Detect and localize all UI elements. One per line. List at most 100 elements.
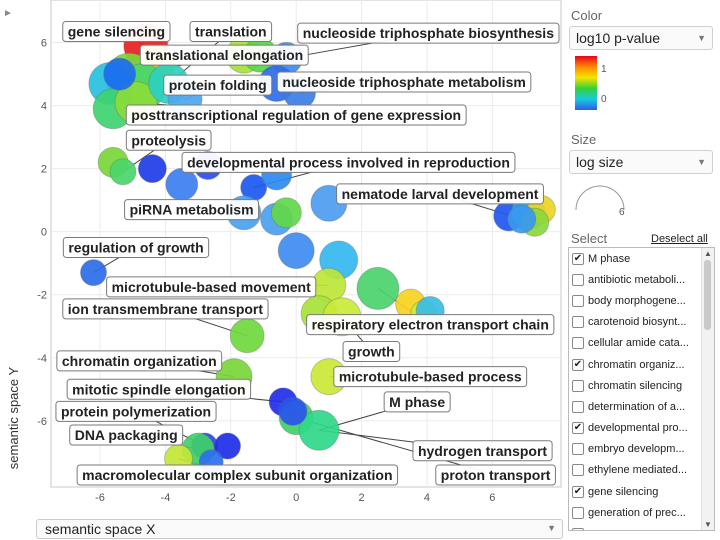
term-list-item[interactable]: ✔ developmental pro... xyxy=(569,418,714,439)
term-label-text: nematode larval development xyxy=(342,186,539,202)
term-list-item[interactable] xyxy=(569,523,714,530)
checkbox-checked[interactable]: ✔ xyxy=(572,358,584,371)
scatter-chart[interactable]: -6 -4 -2 0 2 4 6 6 4 2 0 -2 -4 -6 gene silencing trans… xyxy=(20,0,565,515)
checkbox-checked[interactable]: ✔ xyxy=(572,422,584,435)
term-label[interactable]: respiratory electron transport chain xyxy=(306,314,555,336)
collapse-arrow-icon[interactable]: ► xyxy=(3,8,13,19)
term-label-text: microtubule-based process xyxy=(339,369,522,385)
term-label[interactable]: protein polymerization xyxy=(55,400,217,422)
term-label[interactable]: hydrogen transport xyxy=(412,440,553,462)
term-label-text: translational elongation xyxy=(145,47,303,63)
size-select-value: log size xyxy=(576,154,624,170)
scroll-down-icon[interactable]: ▼ xyxy=(704,520,712,529)
color-select[interactable]: log10 p-value ▼ xyxy=(569,26,713,50)
term-label[interactable]: microtubule-based movement xyxy=(106,276,317,298)
term-label[interactable]: proteolysis xyxy=(125,129,212,151)
data-point[interactable] xyxy=(356,266,400,310)
term-label-text: macromolecular complex subunit organizat… xyxy=(82,467,392,483)
term-label[interactable]: regulation of growth xyxy=(62,236,210,258)
term-list-item[interactable]: carotenoid biosynt... xyxy=(569,312,714,333)
term-label[interactable]: DNA packaging xyxy=(69,424,184,446)
term-list-item[interactable]: determination of a... xyxy=(569,396,714,417)
term-label-text: proton transport xyxy=(441,467,551,483)
term-label-box xyxy=(189,21,273,43)
data-point[interactable] xyxy=(298,409,340,451)
size-select[interactable]: log size ▼ xyxy=(569,150,713,174)
checkbox[interactable] xyxy=(572,464,584,477)
term-label[interactable]: protein folding xyxy=(163,74,273,96)
data-point[interactable] xyxy=(270,197,302,229)
term-label[interactable]: gene silencing xyxy=(62,21,171,43)
list-scrollbar[interactable]: ▲ ▼ xyxy=(701,248,714,530)
term-label[interactable]: chromatin organization xyxy=(56,350,223,372)
term-label-text: DNA packaging xyxy=(75,427,178,443)
data-point[interactable] xyxy=(214,432,242,460)
term-label[interactable]: mitotic spindle elongation xyxy=(66,378,252,400)
term-label[interactable]: M phase xyxy=(383,391,451,413)
data-point[interactable] xyxy=(109,158,137,186)
checkbox[interactable] xyxy=(572,337,584,350)
term-select-list[interactable]: ✔ M phase antibiotic metaboli... body morph… xyxy=(568,247,715,531)
term-label[interactable]: developmental process involved in reprod… xyxy=(181,151,516,173)
term-list-item[interactable]: ✔ gene silencing xyxy=(569,481,714,502)
checkbox[interactable] xyxy=(572,294,584,307)
data-point[interactable] xyxy=(80,259,107,287)
checkbox-checked[interactable]: ✔ xyxy=(572,485,584,498)
checkbox[interactable] xyxy=(572,273,584,286)
checkbox[interactable] xyxy=(572,443,584,456)
term-list-item[interactable]: ✔ chromatin organiz... xyxy=(569,354,714,375)
collapse-strip[interactable]: ► xyxy=(0,0,18,540)
term-list-item[interactable]: ethylene mediated... xyxy=(569,460,714,481)
x-tick-label: -4 xyxy=(161,492,171,504)
term-label[interactable]: nucleoside triphosphate biosynthesis xyxy=(297,22,560,44)
term-labels: gene silencing translation nucleoside trip… xyxy=(55,21,560,486)
term-label[interactable]: ion transmembrane transport xyxy=(62,298,269,320)
term-list-item-label: M phase xyxy=(588,252,631,265)
scrollbar-thumb[interactable] xyxy=(704,260,711,330)
term-label[interactable]: nematode larval development xyxy=(336,183,544,205)
checkbox[interactable] xyxy=(572,528,584,530)
term-label-box xyxy=(306,314,555,336)
data-point[interactable] xyxy=(165,167,199,201)
term-list-item-label: developmental pro... xyxy=(588,422,688,435)
checkbox[interactable] xyxy=(572,379,584,392)
term-label[interactable]: translational elongation xyxy=(139,44,309,66)
term-label[interactable]: nucleoside triphosphate metabolism xyxy=(276,71,532,93)
term-label-box xyxy=(276,71,532,93)
x-axis-select[interactable]: semantic space X ▼ xyxy=(36,519,563,539)
term-list-item[interactable]: chromatin silencing xyxy=(569,375,714,396)
term-label-text: translation xyxy=(195,24,267,40)
control-panel: Color log10 p-value ▼ 1 0 Size log size … xyxy=(567,0,720,540)
checkbox-checked[interactable]: ✔ xyxy=(572,252,584,265)
term-list-item[interactable]: antibiotic metaboli... xyxy=(569,269,714,290)
data-point[interactable] xyxy=(137,154,167,184)
term-label[interactable]: piRNA metabolism xyxy=(124,199,260,221)
term-label-text: respiratory electron transport chain xyxy=(312,317,549,333)
term-label-box xyxy=(66,378,252,400)
data-point[interactable] xyxy=(277,232,315,270)
term-label[interactable]: translation xyxy=(189,21,273,43)
deselect-all-link[interactable]: Deselect all xyxy=(651,233,708,245)
data-point[interactable] xyxy=(103,57,137,91)
scroll-up-icon[interactable]: ▲ xyxy=(704,249,712,258)
term-list-item[interactable]: ✔ M phase xyxy=(569,248,714,269)
data-point[interactable] xyxy=(507,204,537,234)
term-label[interactable]: growth xyxy=(342,340,401,362)
data-point[interactable] xyxy=(229,318,265,354)
y-tick-label: -2 xyxy=(37,290,47,302)
term-label[interactable]: posttranscriptional regulation of gene e… xyxy=(125,104,467,126)
term-label[interactable]: proton transport xyxy=(435,464,556,486)
term-list-item[interactable]: cellular amide cata... xyxy=(569,333,714,354)
term-label[interactable]: microtubule-based process xyxy=(333,366,528,388)
term-label[interactable]: macromolecular complex subunit organizat… xyxy=(76,464,399,486)
term-list-item[interactable]: body morphogene... xyxy=(569,290,714,311)
term-list-item[interactable]: embryo developm... xyxy=(569,439,714,460)
checkbox[interactable] xyxy=(572,316,584,329)
term-label-box xyxy=(69,424,184,446)
checkbox[interactable] xyxy=(572,400,584,413)
term-list-item[interactable]: generation of prec... xyxy=(569,502,714,523)
term-label-text: hydrogen transport xyxy=(418,443,547,459)
term-label-box xyxy=(62,21,171,43)
data-point[interactable] xyxy=(278,396,308,426)
checkbox[interactable] xyxy=(572,506,584,519)
